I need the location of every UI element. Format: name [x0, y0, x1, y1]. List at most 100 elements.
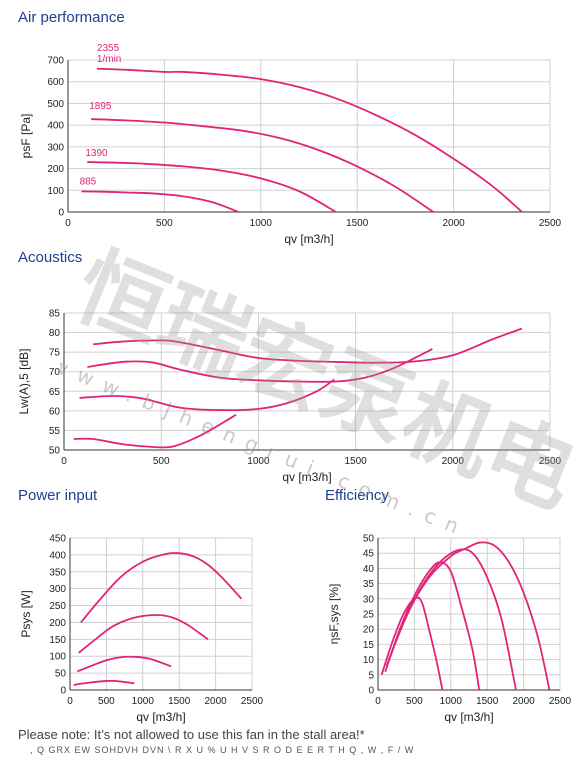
power-x-tick-label: 500: [98, 696, 115, 707]
power-y-tick-label: 400: [49, 550, 66, 561]
power-series-2355: [80, 552, 243, 624]
power-x-tick-label: 1500: [168, 696, 191, 707]
air-series-2355: [96, 67, 523, 213]
acoustics-x-tick-label: 2000: [442, 456, 465, 467]
air-speed-annotation: 2355: [97, 43, 120, 54]
efficiency-series-885: [380, 596, 444, 691]
air-y-tick-label: 300: [47, 142, 64, 153]
acoustics-y-tick-label: 75: [49, 348, 61, 359]
air-y-tick-label: 500: [47, 99, 64, 110]
power-y-tick-label: 0: [60, 686, 66, 697]
efficiency-y-tick-label: 20: [363, 625, 375, 636]
power-plot-area: [69, 537, 253, 691]
acoustics-y-tick-label: 80: [49, 328, 61, 339]
acoustics-y-tick-label: 60: [49, 406, 61, 417]
air-y-tick-label: 0: [58, 208, 64, 219]
acoustics-series-885: [73, 413, 237, 449]
power-x-tick-label: 0: [67, 696, 73, 707]
acoustics-series-2355: [93, 327, 523, 364]
acoustics-y-tick-label: 65: [49, 387, 61, 398]
acoustics-y-axis-label: Lw(A),5 [dB]: [17, 348, 31, 414]
power-y-tick-label: 250: [49, 601, 66, 612]
power-x-tick-label: 2000: [204, 696, 227, 707]
efficiency-series-1895: [385, 548, 517, 691]
acoustics-y-tick-label: 70: [49, 367, 61, 378]
power-y-tick-label: 100: [49, 652, 66, 663]
air-y-tick-label: 600: [47, 77, 64, 88]
power-y-tick-label: 200: [49, 618, 66, 629]
acoustics-y-tick-label: 50: [49, 446, 61, 457]
air-performance-title: Air performance: [18, 9, 125, 26]
acoustics-x-tick-label: 1000: [247, 456, 270, 467]
efficiency-y-tick-label: 5: [368, 670, 374, 681]
acoustics-title: Acoustics: [18, 249, 83, 266]
power-chart: 0 500 1000 1500 2000 2500 0 50 100 150 200 250 300 35…: [19, 534, 264, 725]
acoustics-x-tick-label: 500: [153, 456, 170, 467]
efficiency-x-tick-label: 0: [375, 696, 381, 707]
power-y-tick-label: 350: [49, 567, 66, 578]
air-x-axis-label: qv [m3/h]: [284, 232, 333, 246]
efficiency-x-tick-label: 1000: [440, 696, 463, 707]
efficiency-y-tick-label: 40: [363, 564, 375, 575]
air-plot-area: [67, 59, 551, 213]
acoustics-x-tick-label: 2500: [539, 456, 562, 467]
power-series-885: [73, 679, 135, 686]
efficiency-y-tick-label: 10: [363, 655, 375, 666]
acoustics-x-tick-label: 1500: [344, 456, 367, 467]
efficiency-y-axis-label: ηsF,sys [%]: [327, 584, 341, 645]
air-y-tick-label: 400: [47, 121, 64, 132]
garbled-footnote: , Q GRX EW SOHDVH DVN \ R X U % U H V S …: [30, 745, 415, 755]
efficiency-x-tick-label: 1500: [476, 696, 499, 707]
stall-area-note: Please note: It’s not allowed to use thi…: [18, 727, 365, 742]
efficiency-x-tick-label: 500: [406, 696, 423, 707]
efficiency-x-tick-label: 2000: [512, 696, 535, 707]
efficiency-title: Efficiency: [325, 487, 389, 504]
air-x-tick-label: 1000: [250, 218, 273, 229]
efficiency-x-tick-label: 2500: [549, 696, 572, 707]
efficiency-chart: 0 500 1000 1500 2000 2500 0 5 10 15 20 25 30 35 40 45 50…: [327, 534, 572, 725]
acoustics-series-1895: [87, 348, 433, 383]
efficiency-y-tick-label: 50: [363, 534, 375, 545]
power-x-tick-label: 1000: [132, 696, 155, 707]
air-series-885: [81, 190, 239, 213]
efficiency-y-tick-label: 30: [363, 594, 375, 605]
power-y-axis-label: Psys [W]: [19, 590, 33, 637]
efficiency-series-1390: [384, 561, 481, 691]
efficiency-y-tick-label: 0: [368, 686, 374, 697]
power-input-title: Power input: [18, 487, 98, 504]
power-series-1390: [76, 655, 172, 673]
acoustics-x-axis-label: qv [m3/h]: [282, 470, 331, 484]
efficiency-y-tick-label: 15: [363, 640, 375, 651]
air-series-1895: [91, 118, 434, 213]
air-x-tick-label: 500: [156, 218, 173, 229]
acoustics-chart: 0 500 1000 1500 2000 2500 50 55 60 65 70 75 80 85 qv […: [17, 309, 562, 485]
efficiency-x-axis-label: qv [m3/h]: [444, 710, 493, 724]
air-y-tick-label: 200: [47, 164, 64, 175]
power-y-tick-label: 450: [49, 534, 66, 545]
power-series-1895: [78, 614, 209, 654]
air-speed-annotation: 1/min: [97, 54, 121, 65]
acoustics-x-tick-label: 0: [61, 456, 67, 467]
air-y-axis-label: psF [Pa]: [19, 114, 33, 159]
power-y-tick-label: 300: [49, 584, 66, 595]
power-x-tick-label: 2500: [241, 696, 264, 707]
power-x-axis-label: qv [m3/h]: [136, 710, 185, 724]
air-x-tick-label: 1500: [346, 218, 369, 229]
air-series-1390: [87, 161, 337, 213]
power-y-tick-label: 50: [55, 669, 67, 680]
power-y-tick-label: 150: [49, 635, 66, 646]
air-y-tick-label: 100: [47, 186, 64, 197]
acoustics-series-1390: [79, 378, 335, 412]
acoustics-y-tick-label: 85: [49, 309, 61, 320]
air-chart: 0 500 1000 1500 2000 2500 0 100 200 300 400 500 600 7…: [19, 43, 562, 246]
air-x-tick-label: 0: [65, 218, 71, 229]
air-speed-annotation: 885: [80, 177, 97, 188]
air-x-tick-label: 2500: [539, 218, 562, 229]
air-speed-annotation: 1390: [85, 148, 108, 159]
air-speed-annotation: 1895: [89, 101, 112, 112]
efficiency-y-tick-label: 25: [363, 610, 375, 621]
efficiency-y-tick-label: 35: [363, 579, 375, 590]
air-x-tick-label: 2000: [442, 218, 465, 229]
acoustics-y-tick-label: 55: [49, 426, 61, 437]
